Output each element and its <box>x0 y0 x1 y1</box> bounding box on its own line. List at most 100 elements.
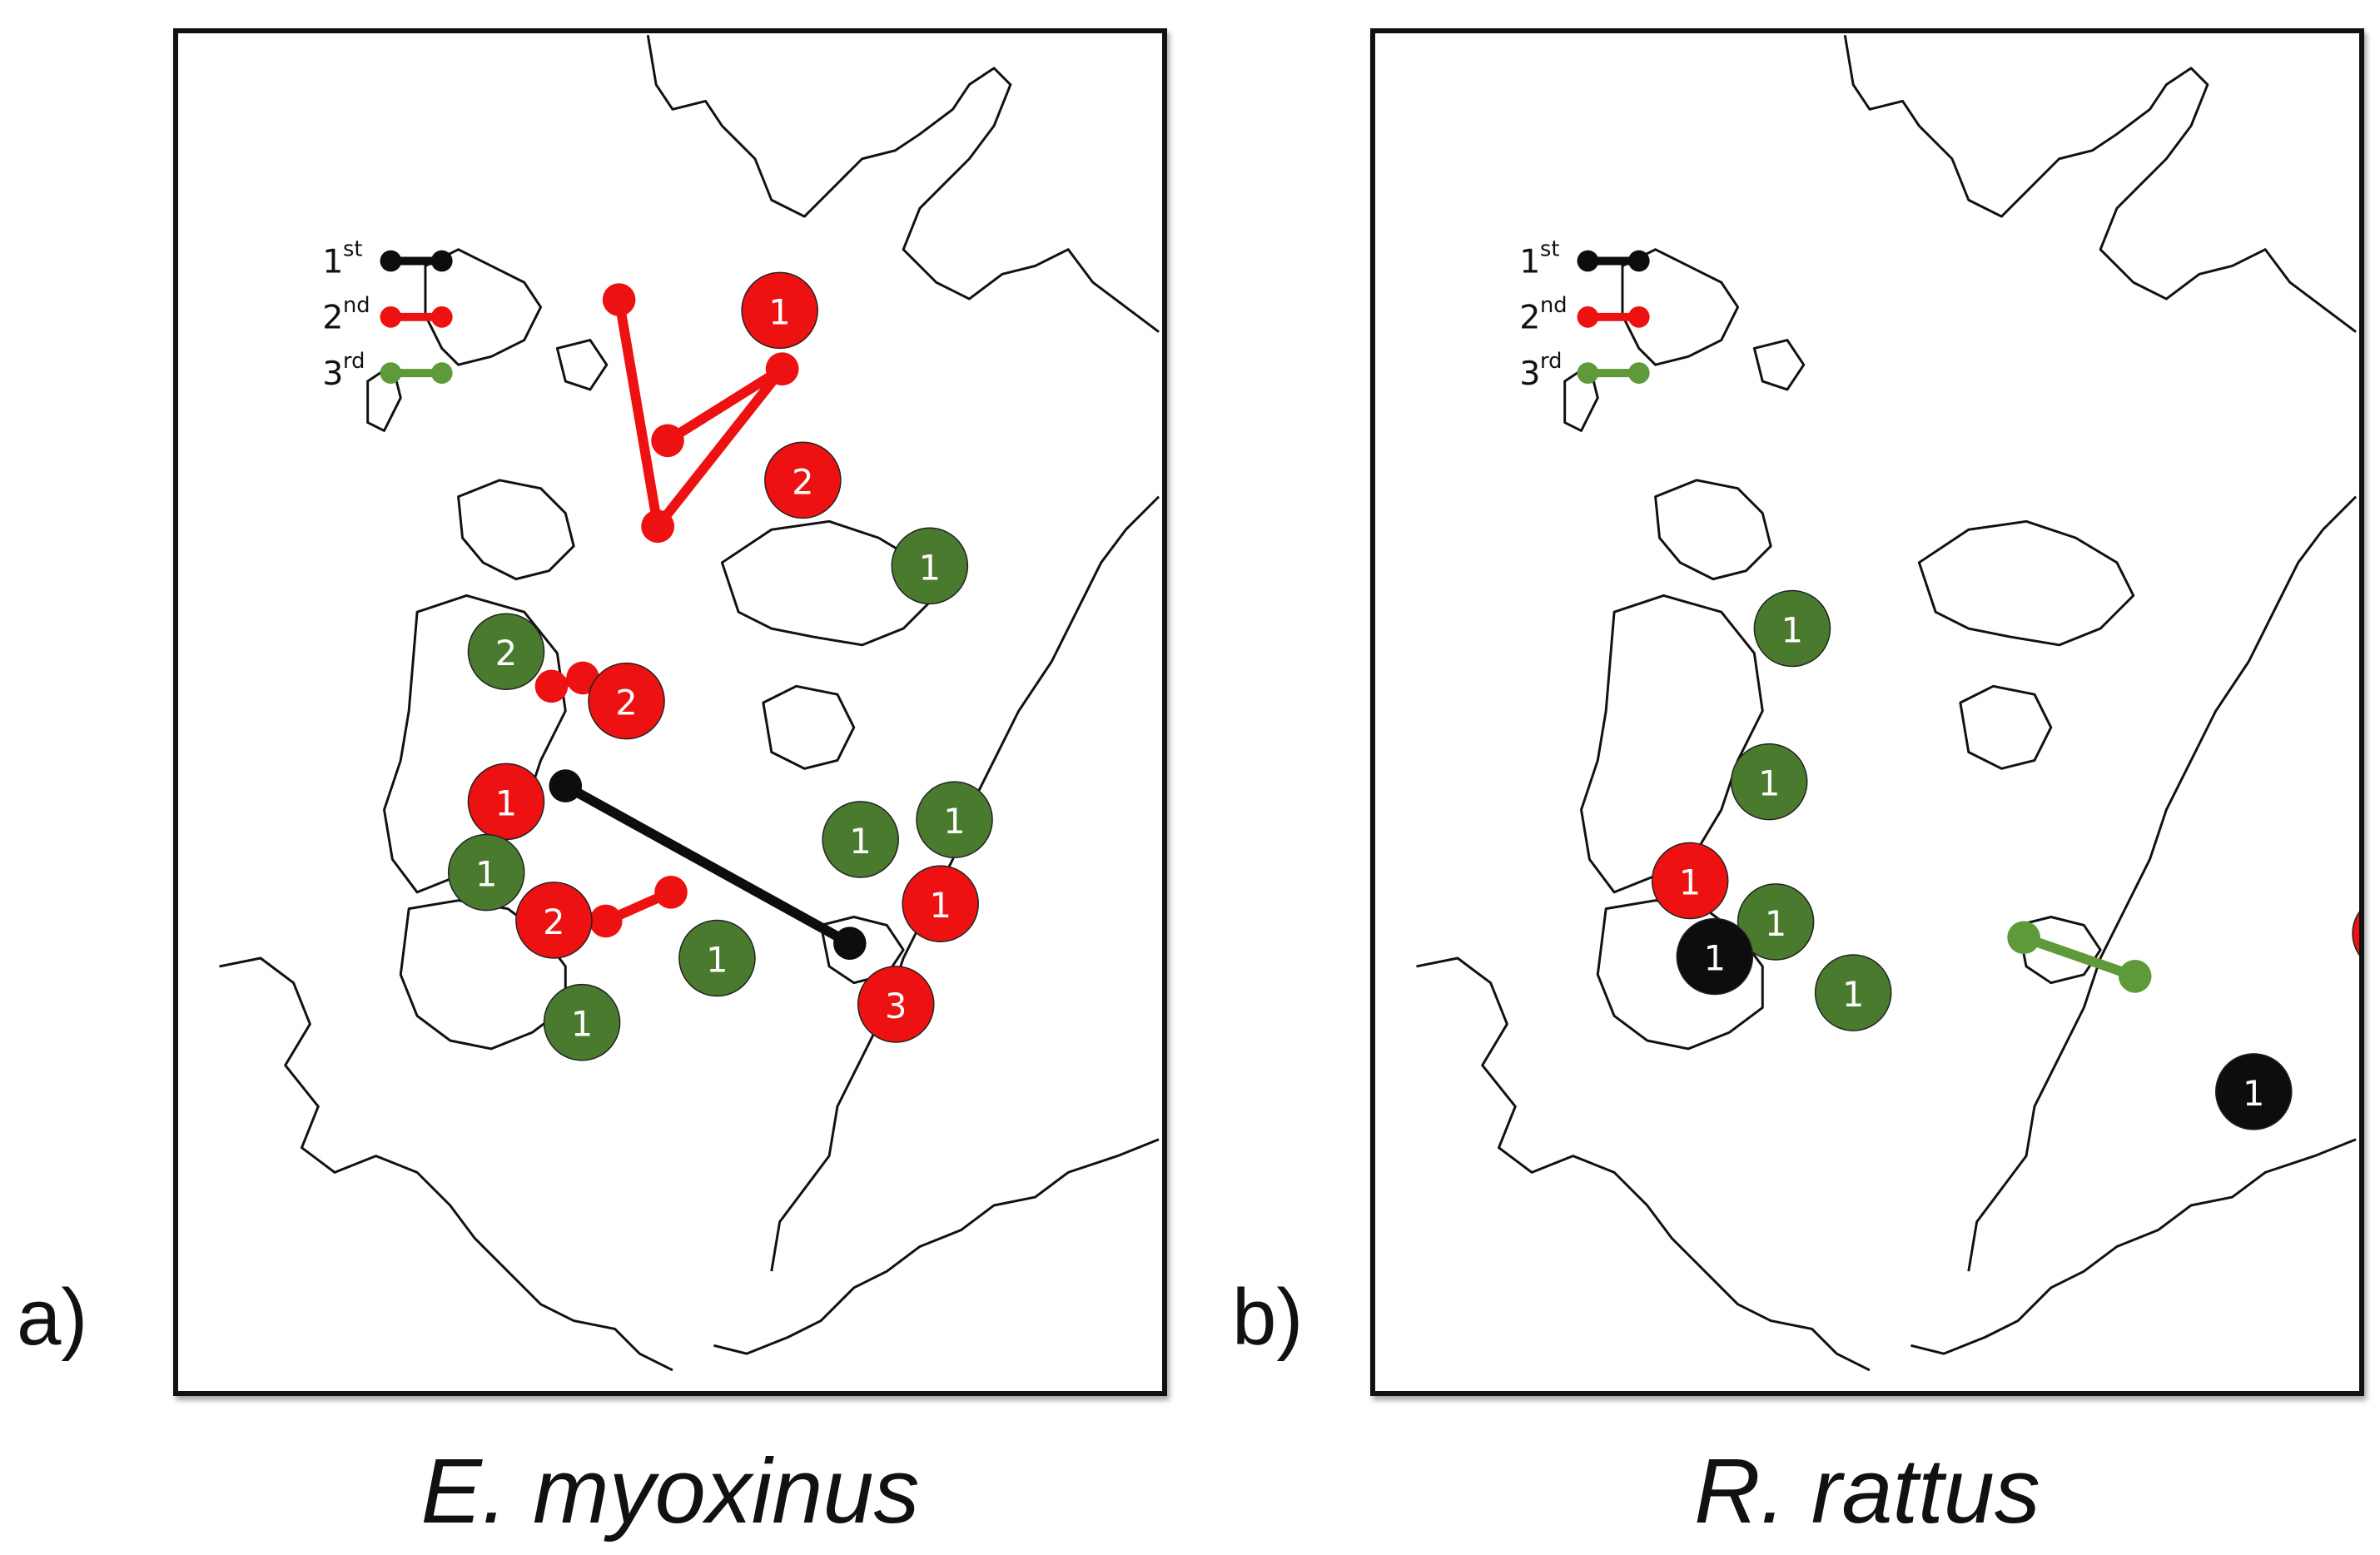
species-name-a: E. myoxinus <box>420 1440 920 1543</box>
legend-dot <box>430 362 453 385</box>
connection-segment <box>614 295 663 532</box>
marker-circle <box>1753 589 1831 668</box>
marker-count: 2 <box>615 683 637 723</box>
marker-count: 1 <box>1781 609 1803 650</box>
marker-count: 1 <box>2243 1073 2264 1114</box>
marker-count: 1 <box>571 1004 593 1045</box>
connection-line-second <box>651 352 799 458</box>
marker-third: 1 <box>447 833 525 912</box>
legend-number: 3 <box>322 355 343 393</box>
connection-endpoint <box>534 669 569 703</box>
marker-circle <box>2352 911 2359 956</box>
coastline-b <box>1416 35 2358 1372</box>
legend-dot <box>430 306 453 328</box>
legend-superscript: nd <box>343 293 370 318</box>
connection-segment <box>653 364 788 532</box>
marker-count: 1 <box>768 291 790 332</box>
legend-dot <box>430 250 453 272</box>
legend-dot <box>1577 306 1599 328</box>
marker-circle <box>543 983 621 1061</box>
connection-endpoint <box>651 424 684 458</box>
legend-superscript: st <box>1540 237 1559 262</box>
panel-label-b: b) <box>1232 1273 1304 1362</box>
marker-count: 1 <box>1679 862 1701 902</box>
marker-first: 1 <box>2215 1053 2293 1130</box>
connection-endpoint <box>2118 959 2152 993</box>
marker-count: 1 <box>1842 974 1864 1015</box>
connection-endpoint <box>2007 921 2040 955</box>
legend-superscript: nd <box>1540 293 1568 318</box>
connection-segment <box>663 364 788 446</box>
connections-a <box>534 283 867 960</box>
legend-dot <box>380 306 402 328</box>
marker-circle <box>1651 842 1729 920</box>
connection-endpoint <box>654 876 688 909</box>
marker-count: 2 <box>543 902 564 942</box>
marker-circle <box>916 781 993 858</box>
marker-circle <box>822 801 899 878</box>
legend-dot <box>1627 250 1650 272</box>
marker-second: 2 <box>588 662 665 740</box>
connections-b <box>2007 921 2152 993</box>
legend-superscript: rd <box>1540 349 1562 374</box>
marker-circle <box>467 613 545 691</box>
marker-count: 1 <box>919 547 941 588</box>
legend-superscript: rd <box>343 349 365 374</box>
connection-line-second <box>589 876 688 938</box>
marker-third: 1 <box>916 781 993 858</box>
marker-circle <box>1676 917 1754 996</box>
legend-number: 3 <box>1519 355 1540 393</box>
connection-segment <box>2019 932 2140 981</box>
connection-endpoint <box>602 283 636 316</box>
legend-b: 1 st 2 nd 3 rd <box>1519 237 1650 393</box>
panel-label-a: a) <box>17 1273 88 1362</box>
legend-number: 1 <box>322 242 343 281</box>
legend-number: 2 <box>322 299 343 337</box>
connection-endpoint <box>641 509 674 544</box>
marker-second: 1 <box>467 763 545 841</box>
marker-circle <box>764 441 842 519</box>
marker-count: 2 <box>792 461 813 502</box>
markers-a: 1 2 1 2 2 1 1 1 1 2 1 1 3 1 <box>447 271 993 1061</box>
marker-third: 1 <box>1814 954 1892 1031</box>
marker-circle <box>902 865 979 942</box>
marker-second: 2 <box>515 882 593 959</box>
marker-second: 1 <box>902 865 979 942</box>
marker-third: 1 <box>822 801 899 878</box>
legend-dot <box>380 362 402 385</box>
connection-endpoint <box>765 352 799 385</box>
connection-segment <box>560 781 855 949</box>
legend-number: 2 <box>1519 299 1540 337</box>
marker-circle <box>857 966 935 1043</box>
marker-third: 1 <box>1737 883 1815 961</box>
marker-circle <box>1737 883 1815 961</box>
marker-circle <box>891 527 969 605</box>
marker-count: 1 <box>1765 903 1786 944</box>
marker-third: 1 <box>543 983 621 1061</box>
marker-circle <box>515 882 593 959</box>
marker-circle <box>447 833 525 912</box>
marker-second: 2 <box>764 441 842 519</box>
marker-count: 1 <box>929 885 951 926</box>
connection-endpoint <box>589 904 623 938</box>
marker-circle <box>1730 743 1808 821</box>
marker-second: 1 <box>741 271 818 350</box>
marker-count: 1 <box>849 821 871 862</box>
species-name-b: R. rattus <box>1694 1440 2040 1543</box>
legend-dot <box>1577 362 1599 385</box>
marker-second: 1 <box>2352 911 2359 956</box>
legend-number: 1 <box>1519 242 1540 281</box>
legend-superscript: st <box>343 237 362 262</box>
marker-count: 1 <box>1704 938 1726 979</box>
marker-circle <box>2215 1053 2293 1130</box>
marker-count: 1 <box>706 939 728 980</box>
